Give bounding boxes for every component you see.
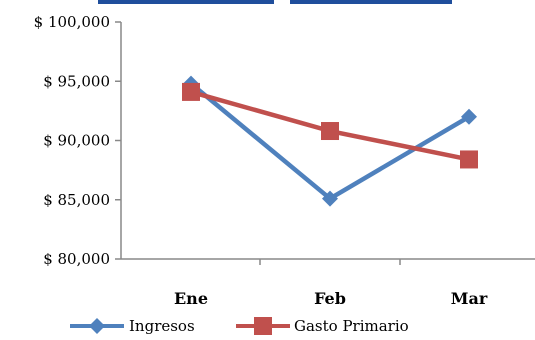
data-point [460, 150, 478, 169]
y-tick-label: $ 80,000 [43, 250, 110, 268]
x-category-label: Ene [174, 289, 208, 308]
series-layer [182, 75, 478, 207]
data-point [461, 108, 477, 125]
series-1 [182, 82, 478, 169]
data-point [321, 122, 339, 141]
y-tick-label: $ 90,000 [43, 132, 110, 150]
y-tick-label: $ 100,000 [34, 13, 110, 31]
title-fragment [98, 0, 452, 4]
series-line [189, 81, 471, 201]
legend-label: Gasto Primario [294, 317, 409, 335]
series-0 [183, 75, 477, 207]
legend-marker [254, 317, 272, 335]
y-tick-label: $ 95,000 [43, 72, 110, 90]
legend-item: Gasto Primario [236, 317, 409, 335]
legend-label: Ingresos [129, 317, 195, 335]
y-axis: $ 80,000 $ 85,000 $ 90,000 $ 95,000 $ 100,00… [34, 13, 122, 268]
title-fragment-left [98, 0, 274, 4]
y-tick-label: $ 85,000 [43, 191, 110, 209]
x-axis: Ene Feb Mar [121, 258, 535, 308]
data-point [322, 190, 338, 207]
legend-marker [89, 318, 105, 334]
data-point [182, 82, 200, 101]
legend: Ingresos Gasto Primario [70, 317, 409, 335]
x-category-label: Feb [314, 289, 346, 308]
x-category-label: Mar [451, 289, 488, 308]
legend-item: Ingresos [70, 317, 195, 335]
title-fragment-right [290, 0, 452, 4]
